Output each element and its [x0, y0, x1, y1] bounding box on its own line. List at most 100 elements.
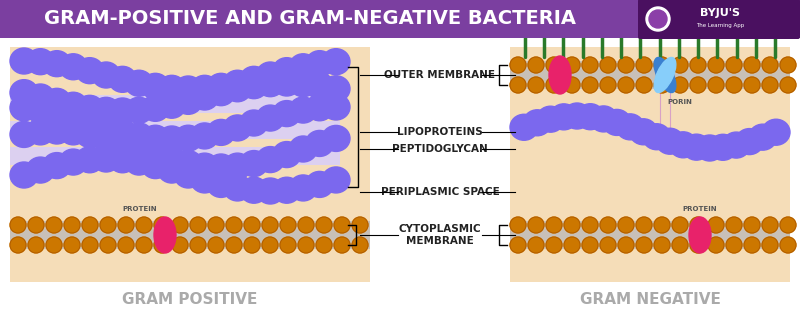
Circle shape — [528, 237, 544, 253]
Circle shape — [316, 237, 332, 253]
Text: CYTOPLASMIC
MEMBRANE: CYTOPLASMIC MEMBRANE — [398, 224, 482, 246]
Ellipse shape — [289, 71, 317, 97]
Ellipse shape — [109, 66, 137, 92]
Ellipse shape — [207, 119, 235, 146]
Circle shape — [726, 217, 742, 233]
Circle shape — [208, 217, 224, 233]
Circle shape — [510, 57, 526, 73]
Ellipse shape — [289, 97, 317, 123]
Circle shape — [690, 77, 706, 93]
Ellipse shape — [223, 115, 251, 141]
Circle shape — [280, 217, 296, 233]
Ellipse shape — [142, 73, 170, 99]
FancyBboxPatch shape — [510, 61, 790, 89]
Ellipse shape — [256, 71, 284, 97]
Text: PERIPLASMIC SPACE: PERIPLASMIC SPACE — [381, 187, 499, 197]
Ellipse shape — [549, 56, 571, 94]
Ellipse shape — [59, 149, 87, 175]
Circle shape — [528, 217, 544, 233]
Ellipse shape — [289, 175, 317, 201]
Ellipse shape — [109, 98, 137, 124]
Circle shape — [692, 25, 704, 37]
Circle shape — [136, 237, 152, 253]
Text: GRAM-POSITIVE AND GRAM-NEGATIVE BACTERIA: GRAM-POSITIVE AND GRAM-NEGATIVE BACTERIA — [44, 9, 576, 28]
Circle shape — [154, 237, 170, 253]
Ellipse shape — [158, 92, 186, 118]
Text: LIPOPROTEINS: LIPOPROTEINS — [397, 127, 483, 137]
Circle shape — [546, 77, 562, 93]
Text: PEPTIDOGLYCAN: PEPTIDOGLYCAN — [392, 144, 488, 154]
Circle shape — [762, 77, 778, 93]
Circle shape — [780, 217, 796, 233]
Ellipse shape — [109, 119, 137, 146]
Circle shape — [582, 237, 598, 253]
Ellipse shape — [654, 58, 676, 93]
Circle shape — [672, 217, 688, 233]
Ellipse shape — [190, 153, 218, 179]
Ellipse shape — [43, 118, 71, 144]
FancyBboxPatch shape — [10, 147, 340, 165]
Ellipse shape — [158, 75, 186, 101]
Ellipse shape — [306, 51, 334, 77]
Ellipse shape — [306, 95, 334, 121]
Ellipse shape — [563, 103, 591, 129]
Circle shape — [510, 217, 526, 233]
Ellipse shape — [240, 110, 268, 136]
Circle shape — [64, 217, 80, 233]
Circle shape — [510, 77, 526, 93]
Ellipse shape — [207, 80, 235, 106]
Circle shape — [82, 237, 98, 253]
Ellipse shape — [26, 97, 54, 123]
Circle shape — [690, 57, 706, 73]
Ellipse shape — [125, 97, 153, 123]
Circle shape — [334, 237, 350, 253]
Ellipse shape — [59, 119, 87, 145]
Ellipse shape — [109, 130, 137, 156]
Text: PORIN: PORIN — [667, 99, 693, 105]
Circle shape — [118, 217, 134, 233]
Circle shape — [10, 217, 26, 233]
Ellipse shape — [92, 126, 120, 151]
Circle shape — [519, 25, 531, 37]
FancyBboxPatch shape — [10, 47, 370, 282]
Ellipse shape — [158, 146, 186, 173]
Ellipse shape — [26, 119, 54, 145]
Ellipse shape — [240, 73, 268, 99]
Ellipse shape — [190, 123, 218, 149]
Ellipse shape — [26, 49, 54, 75]
Circle shape — [744, 57, 760, 73]
Circle shape — [636, 237, 652, 253]
Text: GRAM NEGATIVE: GRAM NEGATIVE — [579, 291, 721, 306]
Text: PROTEIN: PROTEIN — [682, 206, 718, 212]
Ellipse shape — [306, 130, 334, 156]
Circle shape — [762, 237, 778, 253]
Circle shape — [334, 217, 350, 233]
Ellipse shape — [109, 147, 137, 173]
Circle shape — [780, 77, 796, 93]
Text: GRAM POSITIVE: GRAM POSITIVE — [122, 291, 258, 306]
Circle shape — [546, 217, 562, 233]
Circle shape — [82, 217, 98, 233]
Circle shape — [546, 237, 562, 253]
Circle shape — [708, 237, 724, 253]
Ellipse shape — [10, 162, 38, 188]
FancyBboxPatch shape — [10, 95, 340, 113]
Circle shape — [708, 57, 724, 73]
Circle shape — [172, 217, 188, 233]
Ellipse shape — [43, 51, 71, 77]
Circle shape — [558, 25, 570, 37]
Circle shape — [118, 237, 134, 253]
Ellipse shape — [59, 54, 87, 80]
Circle shape — [582, 217, 598, 233]
Circle shape — [528, 77, 544, 93]
Ellipse shape — [749, 124, 777, 150]
Ellipse shape — [190, 75, 218, 101]
Ellipse shape — [207, 73, 235, 99]
Ellipse shape — [174, 125, 202, 151]
Circle shape — [190, 217, 206, 233]
Ellipse shape — [273, 177, 301, 203]
Ellipse shape — [142, 153, 170, 179]
Ellipse shape — [158, 126, 186, 152]
Circle shape — [690, 217, 706, 233]
Circle shape — [316, 217, 332, 233]
